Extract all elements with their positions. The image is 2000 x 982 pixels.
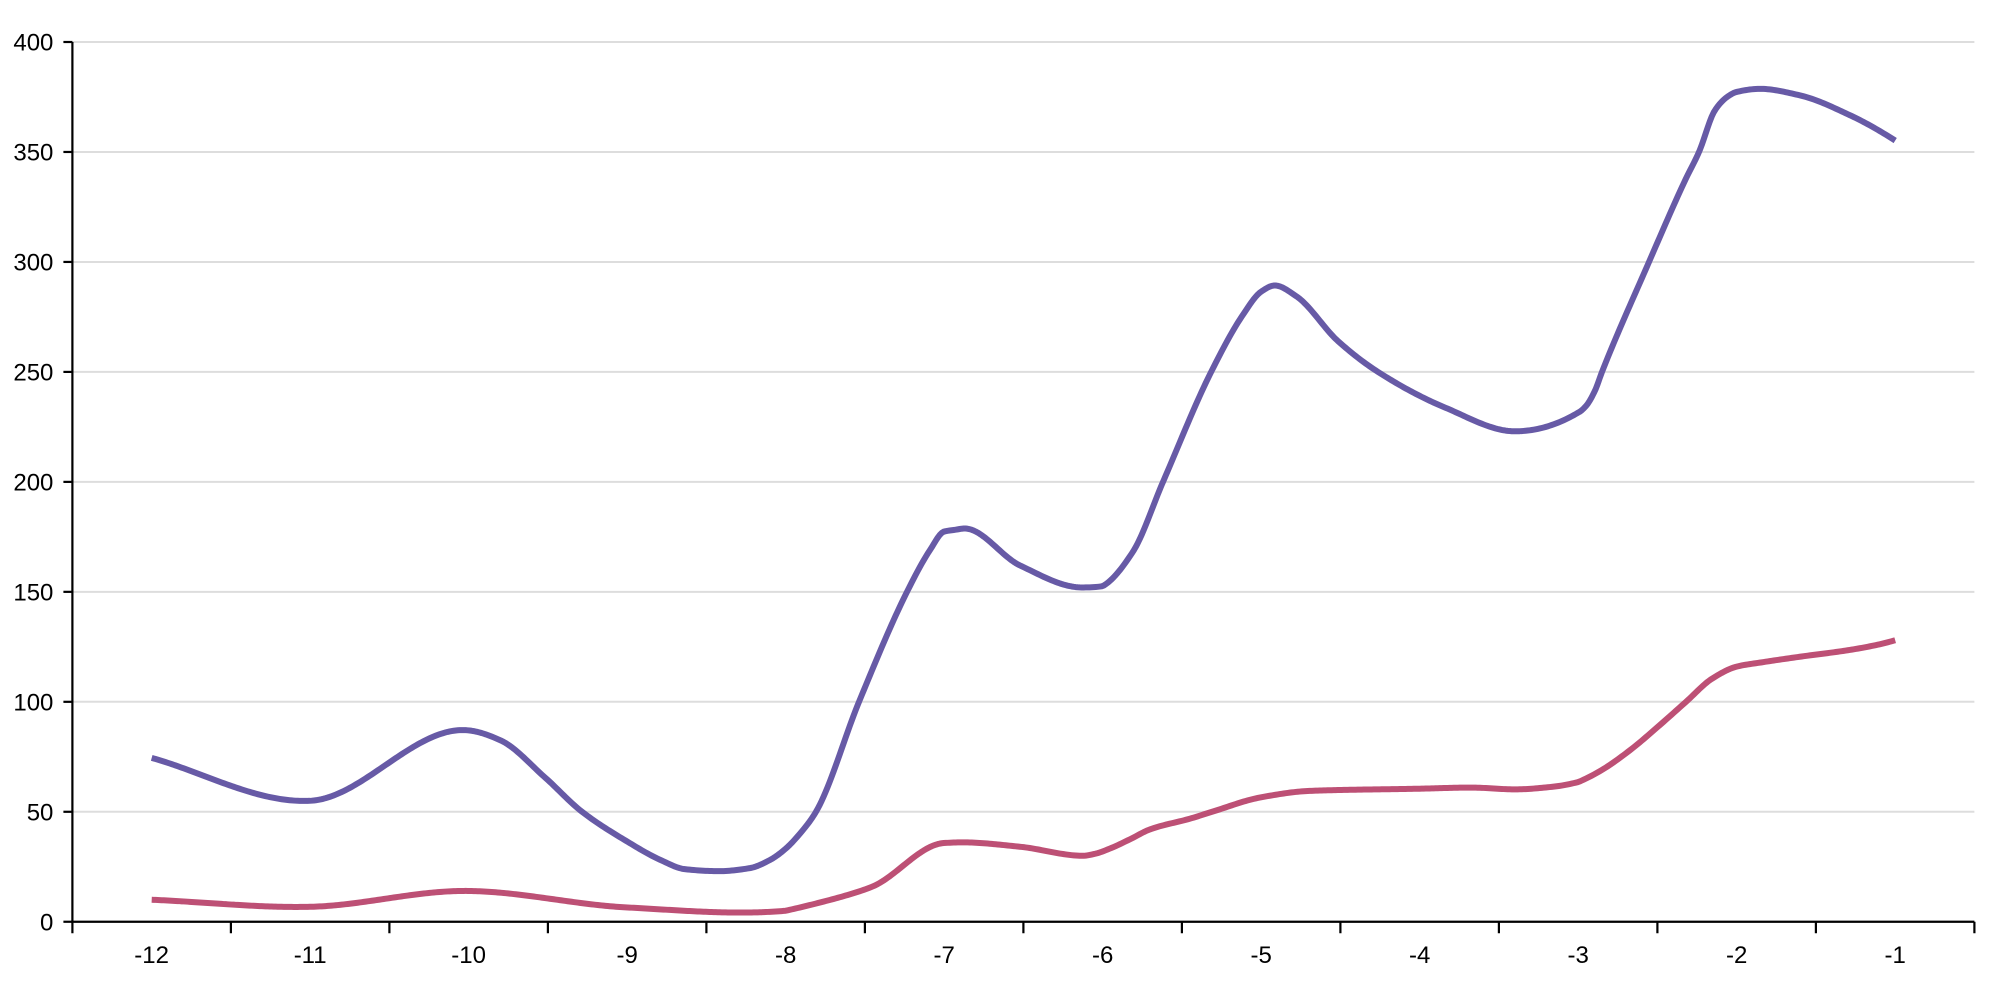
svg-text:-8: -8: [775, 942, 796, 969]
svg-text:300: 300: [13, 249, 53, 276]
svg-text:0: 0: [40, 909, 53, 936]
svg-text:-9: -9: [616, 942, 637, 969]
svg-text:-7: -7: [933, 942, 954, 969]
svg-text:-2: -2: [1726, 942, 1747, 969]
svg-text:250: 250: [13, 359, 53, 386]
svg-text:-11: -11: [294, 942, 327, 969]
svg-text:-3: -3: [1567, 942, 1588, 969]
svg-text:50: 50: [27, 799, 54, 826]
svg-text:-6: -6: [1092, 942, 1113, 969]
svg-text:-1: -1: [1884, 942, 1905, 969]
svg-text:400: 400: [13, 30, 53, 57]
svg-text:-12: -12: [134, 942, 169, 969]
svg-text:350: 350: [13, 139, 53, 166]
svg-text:100: 100: [13, 689, 53, 716]
svg-text:150: 150: [13, 579, 53, 606]
svg-text:-4: -4: [1409, 942, 1430, 969]
svg-text:-10: -10: [451, 942, 486, 969]
svg-text:200: 200: [13, 469, 53, 496]
svg-text:-5: -5: [1250, 942, 1271, 969]
